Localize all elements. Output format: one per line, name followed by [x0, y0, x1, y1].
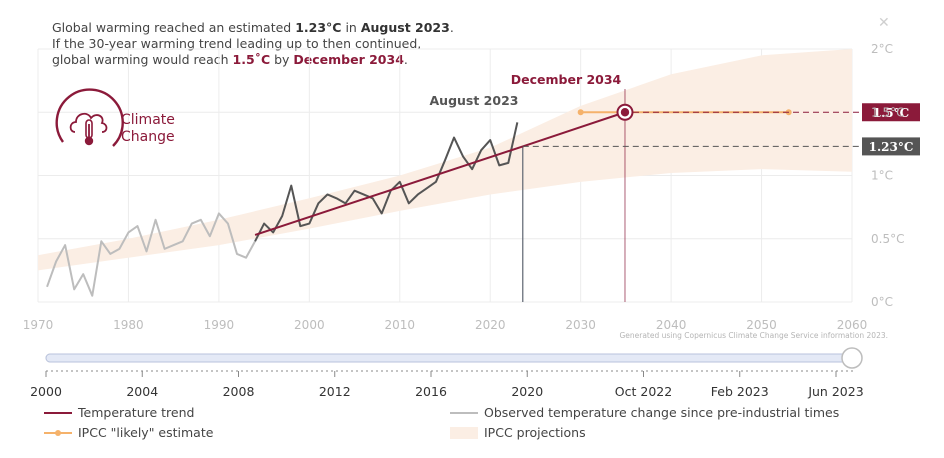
headline-text: in [341, 20, 361, 35]
august-2023-label: August 2023 [430, 93, 519, 108]
headline-text: by [270, 52, 294, 67]
headline-projection-value: 1.5˚C [232, 52, 271, 67]
slider-handle[interactable] [841, 347, 863, 369]
observed-series-recent [254, 122, 519, 242]
december-2034-label: December 2034 [511, 72, 622, 87]
x-tick-label: 2010 [385, 318, 416, 332]
slider-tick-label: 2016 [415, 384, 447, 399]
x-tick-label: 2030 [565, 318, 596, 332]
logo-word: Change [121, 129, 175, 145]
close-icon[interactable]: ✕ [878, 14, 890, 30]
ipcc-likely-start-point [577, 109, 584, 116]
slider-tick-label: Jun 2023 [807, 384, 863, 399]
slider-tick-label: 2012 [319, 384, 351, 399]
y-tick-label: 0.5°C [871, 232, 904, 246]
logo-text: Climate Change [121, 112, 175, 146]
slider-tick-label: 2000 [30, 384, 62, 399]
headline-line-3: global warming would reach 1.5˚C by Dece… [52, 52, 454, 68]
logo-word: Climate [121, 112, 175, 128]
x-tick-label: 2020 [475, 318, 506, 332]
headline-line-2: If the 30-year warming trend leading up … [52, 36, 422, 51]
headline-date: August 2023 [360, 20, 450, 35]
time-range-slider[interactable]: 2000 2004 2008 2012 2016 2020 Oct 2022 Feb 2023… [30, 347, 864, 399]
headline-text: Global warming reached an estimated [52, 20, 296, 35]
legend-label: IPCC projections [484, 425, 586, 440]
climate-change-logo [55, 88, 124, 147]
slider-tick-label: Feb 2023 [711, 384, 769, 399]
ipcc-projection-band [38, 49, 852, 271]
x-tick-label: 2050 [746, 318, 777, 332]
x-tick-label: 1990 [204, 318, 235, 332]
y-tick-label: 1.5°C [871, 105, 904, 119]
headline-value: 1.23°C [295, 20, 342, 35]
legend-label: Observed temperature change since pre-in… [484, 405, 840, 420]
headline-projection-date: December 2034 [293, 52, 404, 67]
headline: Global warming reached an estimated 1.23… [52, 20, 454, 68]
headline-text: . [403, 52, 408, 67]
y-tick-label: 0°C [871, 295, 893, 309]
1.5c-value-tag-label: 1.5°C [873, 106, 909, 120]
slider-selected-range[interactable] [45, 353, 853, 363]
headline-line-1: Global warming reached an estimated 1.23… [52, 20, 454, 36]
slider-tick-label: 2004 [126, 384, 158, 399]
observed-series-early [46, 212, 256, 297]
1.23c-value-tag-box [862, 137, 920, 156]
x-tick-label: 2000 [294, 318, 325, 332]
credit-text: Generated using Copernicus Climate Chang… [619, 331, 888, 340]
1.23c-value-tag-label: 1.23°C [869, 140, 914, 154]
headline-text: . [449, 20, 454, 35]
x-tick-label: 1970 [23, 318, 54, 332]
headline-text: global warming would reach [52, 52, 233, 67]
y-tick-label: 1°C [871, 169, 893, 183]
legend-label: IPCC "likely" estimate [78, 425, 214, 440]
x-tick-label: 2040 [656, 318, 687, 332]
slider-tick-label: 2008 [223, 384, 255, 399]
x-tick-label: 2060 [837, 318, 868, 332]
y-tick-label: 2°C [871, 42, 893, 56]
1.5c-value-tag-box [862, 103, 920, 122]
slider-tick-label: Oct 2022 [615, 384, 672, 399]
cloud-thermometer-icon [55, 88, 124, 147]
december-2034-point [620, 108, 630, 117]
x-tick-label: 1980 [113, 318, 144, 332]
legend-label: Temperature trend [78, 405, 195, 420]
slider-tick-label: 2020 [511, 384, 543, 399]
